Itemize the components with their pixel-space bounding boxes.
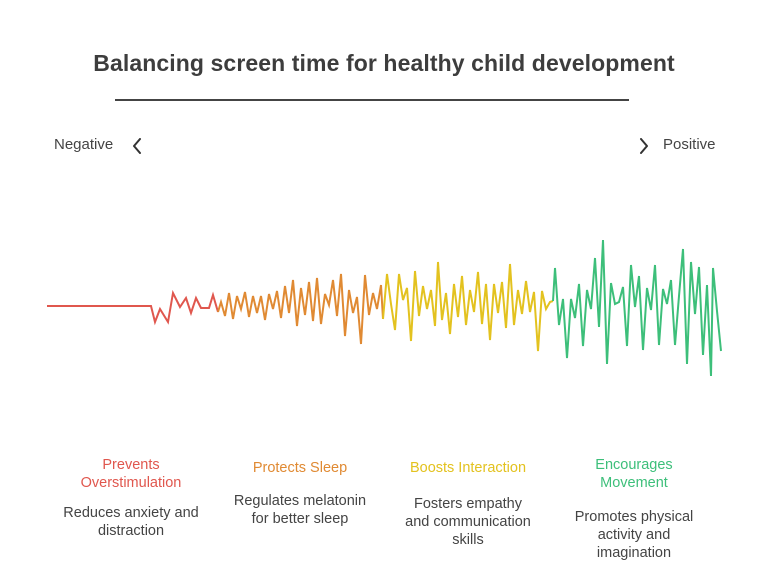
section-description: Fosters empathy and communication skills bbox=[388, 495, 548, 549]
section-description-line: skills bbox=[452, 532, 484, 548]
chevron-left-icon bbox=[133, 138, 141, 154]
section-heading: Boosts Interaction bbox=[388, 459, 548, 477]
waveform-yellow-segment bbox=[382, 261, 554, 352]
section-description: Promotes physical activity and imaginati… bbox=[554, 508, 714, 562]
chevron-right-icon bbox=[640, 138, 648, 154]
section-heading-line: Boosts Interaction bbox=[409, 460, 527, 476]
section-description-line: Regulates melatonin bbox=[233, 493, 367, 509]
section-description: Reduces anxiety and distraction bbox=[51, 504, 211, 540]
section-description-line: distraction bbox=[97, 523, 165, 539]
section-heading-line: Prevents bbox=[102, 457, 160, 473]
negative-label: Negative bbox=[54, 136, 114, 153]
section-heading-line: Encourages bbox=[595, 457, 673, 473]
waveform-green-segment bbox=[552, 239, 722, 377]
title-divider bbox=[115, 99, 629, 101]
section-description: Regulates melatonin for better sleep bbox=[220, 492, 380, 528]
section-description-line: for better sleep bbox=[251, 511, 349, 527]
section-heading-line: Movement bbox=[600, 475, 668, 491]
section-heading: Protects Sleep bbox=[220, 459, 380, 477]
section-description-line: activity and bbox=[597, 527, 671, 543]
section-prevents-overstimulation: Prevents Overstimulation Reduces anxiety… bbox=[51, 456, 211, 540]
section-description-line: Promotes physical bbox=[574, 509, 694, 525]
section-description-line: Reduces anxiety and bbox=[63, 505, 199, 521]
section-heading: Prevents Overstimulation bbox=[51, 456, 211, 492]
section-encourages-movement: Encourages Movement Promotes physical ac… bbox=[554, 456, 714, 562]
section-heading-line: Protects Sleep bbox=[252, 460, 348, 476]
section-heading-line: Overstimulation bbox=[80, 475, 182, 491]
page-title: Balancing screen time for healthy child … bbox=[93, 50, 675, 76]
waveform-orange-segment bbox=[217, 273, 384, 345]
section-boosts-interaction: Boosts Interaction Fosters empathy and c… bbox=[388, 459, 548, 549]
section-description-line: Fosters empathy bbox=[414, 496, 522, 512]
section-description-line: and communication bbox=[405, 514, 531, 530]
section-description-line: imagination bbox=[596, 545, 672, 561]
section-protects-sleep: Protects Sleep Regulates melatonin for b… bbox=[220, 459, 380, 528]
positive-label: Positive bbox=[663, 136, 716, 153]
waveform-red-segment bbox=[47, 289, 219, 326]
section-heading: Encourages Movement bbox=[554, 456, 714, 492]
